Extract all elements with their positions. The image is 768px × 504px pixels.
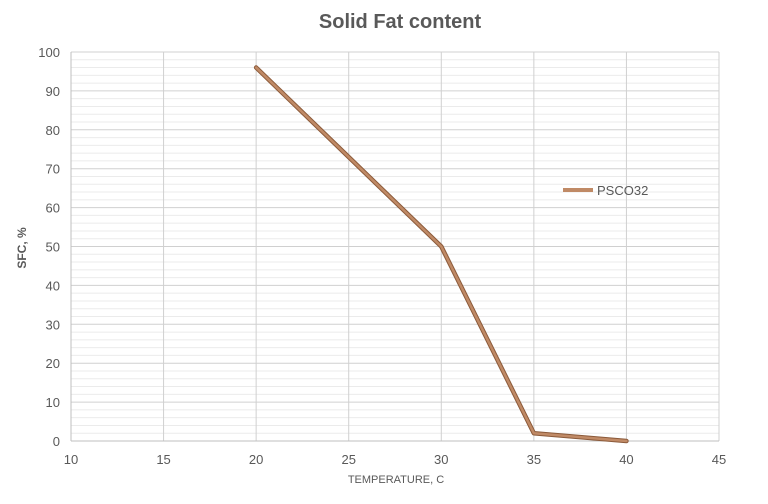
x-tick-label: 15: [156, 452, 170, 467]
x-tick-label: 40: [619, 452, 633, 467]
y-axis-tick-labels: 0 10 20 30 40 50 60 70 80 90 100: [38, 45, 60, 449]
y-tick-label: 30: [46, 317, 60, 332]
series-line-psco32: [254, 66, 628, 443]
y-tick-label: 10: [46, 395, 60, 410]
series-layer: [253, 65, 629, 444]
x-tick-label: 45: [712, 452, 726, 467]
y-tick-label: 90: [46, 84, 60, 99]
y-tick-label: 80: [46, 123, 60, 138]
x-tick-label: 30: [434, 452, 448, 467]
x-tick-label: 10: [64, 452, 78, 467]
y-tick-label: 100: [38, 45, 60, 60]
y-tick-label: 0: [53, 434, 60, 449]
y-axis-label: SFC, %: [15, 227, 29, 269]
x-tick-label: 35: [527, 452, 541, 467]
major-gridlines: [71, 51, 720, 441]
x-axis-tick-labels: 10 15 20 25 30 35 40 45: [64, 452, 726, 467]
legend: PSCO32: [563, 183, 648, 198]
y-tick-label: 60: [46, 201, 60, 216]
y-tick-label: 20: [46, 356, 60, 371]
legend-label-psco32: PSCO32: [597, 183, 648, 198]
chart-title: Solid Fat content: [319, 11, 482, 33]
y-tick-label: 40: [46, 278, 60, 293]
y-tick-label: 50: [46, 240, 60, 255]
x-tick-label: 25: [341, 452, 355, 467]
x-axis-label: TEMPERATURE, C: [348, 474, 444, 486]
x-tick-label: 20: [249, 452, 263, 467]
y-tick-label: 70: [46, 162, 60, 177]
